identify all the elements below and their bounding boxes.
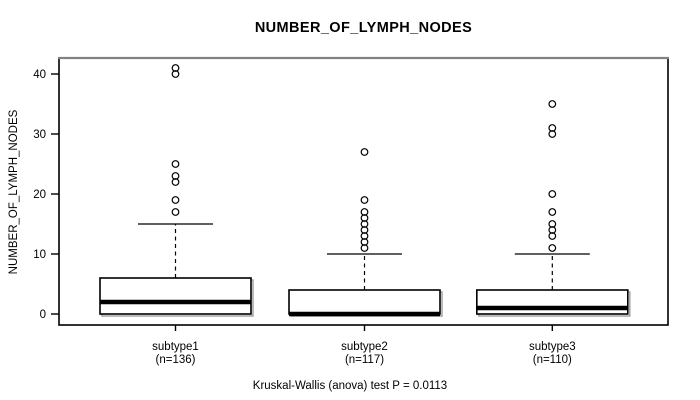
chart-title: NUMBER_OF_LYMPH_NODES [254, 20, 473, 36]
outlier-point-subtype3 [548, 220, 557, 228]
outlier-point-subtype2 [360, 214, 369, 222]
x-group-label: subtype2 [341, 341, 388, 353]
outlier-point-subtype1 [171, 178, 180, 186]
box-subtype2 [288, 289, 441, 315]
box-subtype1 [99, 277, 252, 315]
outlier-point-subtype1 [171, 196, 180, 204]
outlier-point-subtype2 [360, 226, 369, 234]
x-group-n-label: (n=110) [533, 354, 572, 366]
outlier-point-subtype3 [548, 124, 557, 132]
y-tick-label: 40 [33, 69, 46, 81]
box-subtype3 [475, 289, 629, 315]
outlier-point-subtype1 [171, 64, 180, 72]
outlier-point-subtype3 [548, 226, 557, 234]
outlier-point-subtype1 [171, 70, 180, 78]
stat-test-caption: Kruskal-Wallis (anova) test P = 0.0113 [252, 380, 448, 392]
y-tick-label: 0 [40, 309, 46, 321]
y-tick-label: 30 [33, 129, 46, 141]
boxplot-canvas: 0 10 20 30 40 subtype1(n=136) subtype2(n=117) s… [33, 56, 669, 366]
outlier-point-subtype2 [360, 238, 369, 246]
outlier-point-subtype3 [548, 208, 557, 216]
outlier-point-subtype1 [171, 172, 180, 180]
outlier-point-subtype1 [171, 208, 180, 216]
outlier-point-subtype2 [360, 148, 369, 156]
outlier-point-subtype2 [360, 244, 369, 252]
x-group-n-label: (n=136) [156, 354, 196, 366]
outlier-point-subtype3 [548, 130, 557, 138]
outlier-point-subtype3 [548, 244, 557, 252]
x-group-n-label: (n=117) [345, 354, 384, 366]
outlier-point-subtype3 [548, 190, 557, 198]
outlier-point-subtype2 [360, 220, 369, 228]
outlier-point-subtype2 [360, 208, 369, 216]
y-tick-label: 10 [33, 249, 46, 261]
outlier-point-subtype2 [360, 232, 369, 240]
y-tick-label: 20 [33, 189, 46, 201]
outlier-point-subtype3 [548, 100, 557, 108]
x-group-label: subtype1 [152, 341, 199, 353]
outlier-point-subtype2 [360, 196, 369, 204]
outlier-point-subtype1 [171, 160, 180, 168]
x-group-label: subtype3 [529, 341, 576, 353]
outlier-point-subtype3 [548, 232, 557, 240]
